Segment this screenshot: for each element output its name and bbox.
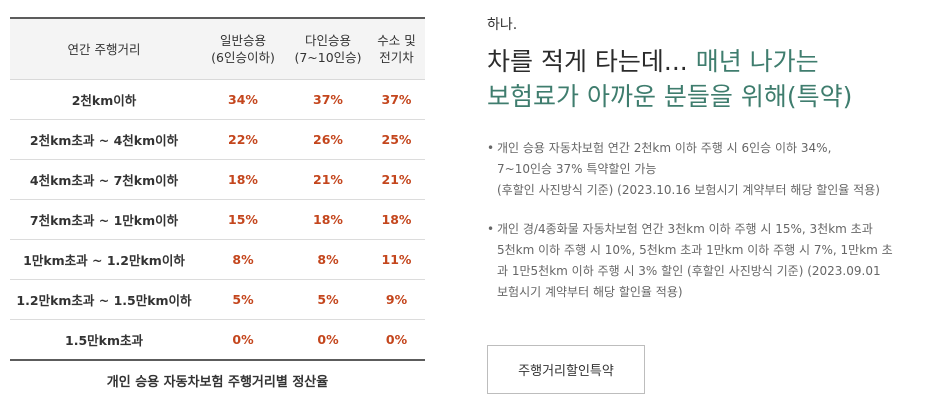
note-line: 7~10인승 37% 특약할인 가능 <box>497 162 657 176</box>
table-header-row: 연간 주행거리 일반승용 (6인승이하) 다인승용 (7~10인승) 수소 및 … <box>10 18 425 80</box>
rate-eco: 0% <box>385 332 408 347</box>
headline: 차를 적게 타는데... 매년 나가는 보험료가 아까운 분들을 위해(특약) <box>487 44 917 114</box>
section-number: 하나. <box>487 17 518 33</box>
header-hydrogen-electric: 수소 및 전기차 <box>368 18 425 80</box>
header-general-car: 일반승용 (6인승이하) <box>198 18 288 80</box>
note-line: 과 1만5천km 이하 주행 시 3% 할인 (후할인 사진방식 기준) (20… <box>497 264 881 278</box>
table-row: 1.2만km초과 ~ 1.5만km이하 5% 5% 9% <box>10 279 425 320</box>
note-line: 보험시기 계약부터 해당 할인율 적용) <box>497 285 683 299</box>
rate-multi: 8% <box>288 239 368 280</box>
rate-eco: 18% <box>368 199 425 240</box>
mileage-range: 2천km초과 ~ 4천km이하 <box>10 119 198 160</box>
table-row: 2천km이하 34% 37% 37% <box>10 79 425 120</box>
headline-lead: 차를 적게 타는데... <box>487 47 696 76</box>
rate-multi: 5% <box>288 279 368 320</box>
rate-general: 0% <box>232 332 254 347</box>
table-row: 2천km초과 ~ 4천km이하 22% 26% 25% <box>10 119 425 160</box>
table-caption: 개인 승용 자동차보험 주행거리별 정산율 <box>106 375 329 390</box>
mileage-range: 1만km초과 ~ 1.2만km이하 <box>10 239 198 280</box>
mileage-range: 1.2만km초과 ~ 1.5만km이하 <box>10 279 198 320</box>
list-item: • 개인 경/4종화물 자동차보험 연간 3천km 이하 주행 시 15%, 3… <box>487 219 917 303</box>
rate-multi: 0% <box>317 332 339 347</box>
rate-general: 8% <box>198 239 288 280</box>
rate-eco: 25% <box>368 119 425 160</box>
bullet-icon: • <box>487 222 495 236</box>
info-panel: 하나. 차를 적게 타는데... 매년 나가는 보험료가 아까운 분들을 위해(… <box>487 14 917 394</box>
mileage-range: 1.5만km초과 <box>65 333 143 348</box>
table-row: 7천km초과 ~ 1만km이하 15% 18% 18% <box>10 199 425 240</box>
table-row: 4천km초과 ~ 7천km이하 18% 21% 21% <box>10 159 425 200</box>
list-item: • 개인 승용 자동차보험 연간 2천km 이하 주행 시 6인승 이하 34%… <box>487 138 917 201</box>
rate-eco: 11% <box>368 239 425 280</box>
rate-multi: 37% <box>288 79 368 120</box>
rate-general: 18% <box>198 159 288 200</box>
mileage-range: 7천km초과 ~ 1만km이하 <box>10 199 198 240</box>
rate-multi: 18% <box>288 199 368 240</box>
note-line: (후할인 사진방식 기준) (2023.10.16 보험시기 계약부터 해당 할… <box>497 183 880 197</box>
header-multi-seat-car: 다인승용 (7~10인승) <box>288 18 368 80</box>
rate-general: 5% <box>198 279 288 320</box>
mileage-range: 2천km이하 <box>10 79 198 120</box>
rate-general: 15% <box>198 199 288 240</box>
rate-panel: 연간 주행거리 일반승용 (6인승이하) 다인승용 (7~10인승) 수소 및 … <box>10 17 425 390</box>
note-line: 개인 승용 자동차보험 연간 2천km 이하 주행 시 6인승 이하 34%, <box>497 141 832 155</box>
table-row: 1.5만km초과 0% 0% 0% <box>10 320 425 361</box>
headline-accent: 매년 나가는 <box>695 47 819 76</box>
rate-eco: 21% <box>368 159 425 200</box>
mileage-rate-table: 연간 주행거리 일반승용 (6인승이하) 다인승용 (7~10인승) 수소 및 … <box>10 17 425 361</box>
rate-general: 22% <box>198 119 288 160</box>
rate-multi: 21% <box>288 159 368 200</box>
rate-general: 34% <box>198 79 288 120</box>
mileage-discount-button[interactable]: 주행거리할인특약 <box>487 345 645 394</box>
rate-eco: 37% <box>368 79 425 120</box>
note-line: 5천km 이하 주행 시 10%, 5천km 초과 1만km 이하 주행 시 7… <box>497 243 893 257</box>
rate-eco: 9% <box>368 279 425 320</box>
mileage-range: 4천km초과 ~ 7천km이하 <box>10 159 198 200</box>
header-annual-mileage: 연간 주행거리 <box>10 18 198 80</box>
table-row: 1만km초과 ~ 1.2만km이하 8% 8% 11% <box>10 239 425 280</box>
notes-list: • 개인 승용 자동차보험 연간 2천km 이하 주행 시 6인승 이하 34%… <box>487 138 917 303</box>
bullet-icon: • <box>487 141 495 155</box>
rate-multi: 26% <box>288 119 368 160</box>
note-line: 개인 경/4종화물 자동차보험 연간 3천km 이하 주행 시 15%, 3천k… <box>497 222 873 236</box>
headline-accent-line2: 보험료가 아까운 분들을 위해(특약) <box>487 82 853 111</box>
